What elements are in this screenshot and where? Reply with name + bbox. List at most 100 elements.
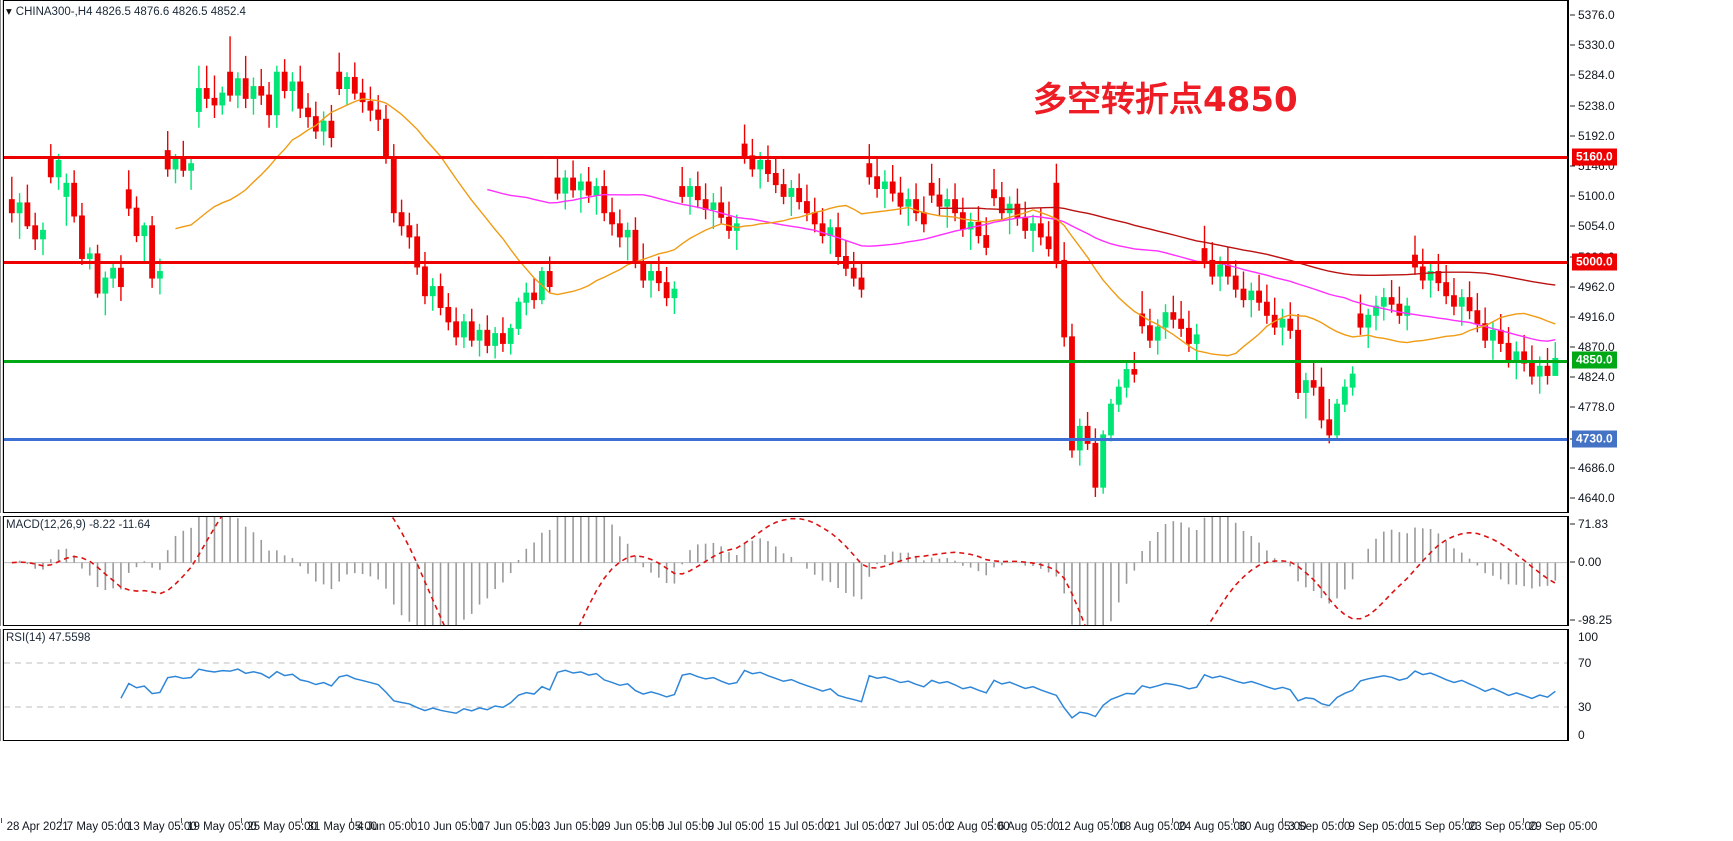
price-tick-4916-0: 4916.0 [1570,310,1615,324]
time-tick-19 [1112,818,1114,823]
time-label-24: 15 Sep 05:00 [1408,821,1478,833]
time-label-6: 4 Jun 05:00 [357,821,418,833]
time-tick-8 [471,818,473,823]
support-level-4730-line[interactable] [4,438,1567,442]
tick-dash [1570,406,1575,408]
pivot-level-4850-tag[interactable]: 4850.0 [1572,351,1617,369]
time-label-23: 9 Sep 05:00 [1348,821,1411,833]
time-label-2: 13 May 05:00 [126,821,197,833]
macd-legend: MACD(12,26,9) -8.22 -11.64 [6,519,151,531]
price-axis[interactable]: 5376.0 5330.0 5284.0 5238.0 5192.0 5146.0 5100… [1568,0,1733,513]
axis-divider-macd [1568,516,1569,626]
symbol-legend: ▾ CHINA300-,H4 4826.5 4876.6 4826.5 4852.… [6,6,246,18]
rsi-tick-70: 70 [1578,655,1592,670]
price-tick-4640-0: 4640.0 [1570,491,1615,505]
rsi-axis[interactable]: 100 70 30 0 [1568,629,1733,742]
time-label-7: 10 Jun 05:00 [417,821,484,833]
ma-slow-red [939,206,1556,286]
rsi-line [120,668,1556,719]
pivot-level-4850-line[interactable] [4,359,1567,363]
macd-tick-1: 0.00 [1570,555,1601,569]
tick-dash [1570,44,1575,46]
time-label-0: 28 Apr 2021 [6,821,69,833]
triangle-down-icon[interactable]: ▾ [6,6,12,18]
time-label-13: 15 Jul 05:00 [767,821,831,833]
tick-dash [1570,14,1575,16]
time-tick-10 [591,818,593,823]
time-tick-14 [821,818,823,823]
time-label-16: 2 Aug 05:00 [948,821,1010,833]
tick-dash [1570,346,1575,348]
time-label-14: 21 Jul 05:00 [827,821,891,833]
price-plot-area[interactable] [3,0,1568,513]
macd-series-svg [4,517,1567,625]
resistance-level-5160-line[interactable] [4,156,1567,160]
time-tick-12 [701,818,703,823]
time-label-12: 9 Jul 05:00 [707,821,764,833]
resistance-level-5160-tag[interactable]: 5160.0 [1572,148,1617,166]
time-tick-22 [1282,818,1284,823]
support-level-4730-tag[interactable]: 4730.0 [1572,430,1617,448]
price-tick-5238-0: 5238.0 [1570,99,1615,113]
tick-dash [1570,376,1575,378]
tick-dash [1570,286,1575,288]
time-label-1: 7 May 05:00 [66,821,131,833]
axis-divider [1568,0,1569,513]
price-tick-4962-0: 4962.0 [1570,280,1615,294]
time-tick-20 [1172,818,1174,823]
time-tick-1 [60,818,62,823]
price-tick-4870-0: 4870.0 [1570,340,1615,354]
tick-dash [1570,523,1575,525]
price-tick-5330-0: 5330.0 [1570,38,1615,52]
time-label-19: 18 Aug 05:00 [1118,821,1187,833]
time-axis[interactable] [0,744,1733,764]
time-label-26: 29 Sep 05:00 [1529,821,1598,833]
time-tick-16 [942,818,944,823]
candle-wicks [11,36,1557,497]
macd-panel[interactable]: MACD(12,26,9) -8.22 -11.64 71.83 0.00 -98.… [0,516,1733,627]
time-tick-4 [241,818,243,823]
time-tick-13 [761,818,763,823]
left-gutter-rsi [0,629,3,741]
time-label-3: 19 May 05:00 [187,821,257,833]
tick-dash [1570,225,1575,227]
rsi-legend: RSI(14) 47.5598 [6,632,91,644]
macd-plot-area[interactable] [3,516,1568,626]
tick-dash [1570,619,1575,621]
price-tick-5376-0: 5376.0 [1570,8,1615,22]
macd-axis[interactable]: 71.83 0.00 -98.25 [1568,516,1733,627]
rsi-panel[interactable]: RSI(14) 47.5598 100 70 30 0 [0,629,1733,742]
rsi-plot-area[interactable] [3,629,1568,741]
time-label-8: 17 Jun 05:00 [477,821,544,833]
macd-histogram [18,517,1557,625]
time-tick-0 [0,818,2,823]
macd-tick-2: -98.25 [1570,613,1612,627]
tick-dash [1570,467,1575,469]
tick-dash [1570,497,1575,499]
time-label-21: 30 Aug 05:00 [1238,821,1307,833]
price-tick-5284-0: 5284.0 [1570,68,1615,82]
tick-dash [1570,195,1575,197]
tick-dash [1570,135,1575,137]
time-label-15: 27 Jul 05:00 [888,821,951,833]
macd-signal-line [11,517,1556,625]
rsi-series-svg [4,662,1567,719]
time-label-4: 25 May 05:00 [247,821,317,833]
time-tick-23 [1342,818,1344,823]
price-tick-4686-0: 4686.0 [1570,461,1615,475]
time-tick-26 [1523,818,1524,823]
resistance-level-5000-line[interactable] [4,261,1567,265]
rsi-tick-30: 30 [1578,700,1592,715]
tick-dash [1570,561,1575,563]
axis-divider-rsi [1568,629,1569,741]
tick-dash [1570,165,1575,167]
time-tick-9 [531,818,533,823]
resistance-level-5000-tag[interactable]: 5000.0 [1572,253,1617,271]
time-label-25: 23 Sep 05:00 [1468,821,1538,833]
time-tick-7 [411,818,413,823]
tick-dash [1570,74,1575,76]
price-panel[interactable]: ▾ CHINA300-,H4 4826.5 4876.6 4826.5 4852.… [0,0,1733,513]
time-axis-labels: 28 Apr 2021 7 May 05:00 13 May 05:00 19 May… [0,818,1733,841]
ma-fast-orange [175,98,1556,357]
